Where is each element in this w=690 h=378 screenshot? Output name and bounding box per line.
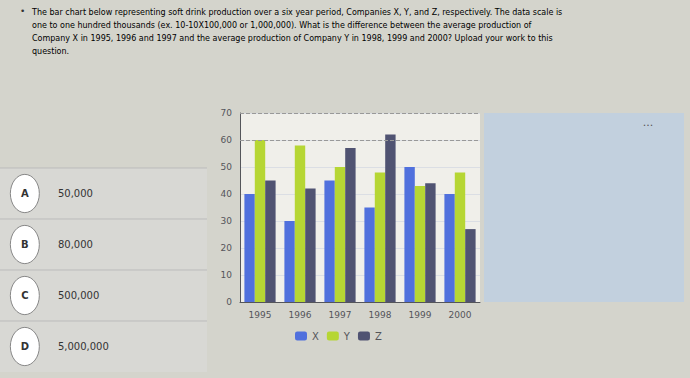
svg-text:20: 20 xyxy=(221,243,233,253)
svg-text:one to one hundred thousands (: one to one hundred thousands (ex. 10-10X… xyxy=(32,21,532,30)
svg-text:2000: 2000 xyxy=(449,310,472,320)
svg-text:Y: Y xyxy=(343,331,351,342)
svg-text:500,000: 500,000 xyxy=(58,290,99,301)
svg-text:D: D xyxy=(21,341,29,352)
svg-text:B: B xyxy=(21,239,29,250)
svg-text:80,000: 80,000 xyxy=(58,239,93,250)
svg-text:1999: 1999 xyxy=(409,310,432,320)
svg-text:The bar chart below representi: The bar chart below representing soft dr… xyxy=(31,8,562,17)
svg-text:Z: Z xyxy=(375,331,382,342)
svg-text:70: 70 xyxy=(221,108,233,118)
svg-text:A: A xyxy=(21,188,29,199)
svg-text:1996: 1996 xyxy=(289,310,312,320)
svg-text:50: 50 xyxy=(221,162,233,172)
svg-text:30: 30 xyxy=(221,216,233,226)
svg-text:5,000,000: 5,000,000 xyxy=(58,341,109,352)
svg-text:...: ... xyxy=(643,116,654,129)
svg-text:50,000: 50,000 xyxy=(58,188,93,199)
svg-text:1997: 1997 xyxy=(329,310,352,320)
svg-text:question.: question. xyxy=(32,47,69,56)
svg-text:Company X in 1995, 1996 and 19: Company X in 1995, 1996 and 1997 and the… xyxy=(32,34,553,43)
svg-text:1998: 1998 xyxy=(369,310,392,320)
svg-text:X: X xyxy=(312,331,319,342)
svg-text:10: 10 xyxy=(221,270,233,280)
svg-text:0: 0 xyxy=(226,297,232,307)
svg-text:1995: 1995 xyxy=(249,310,272,320)
svg-text:40: 40 xyxy=(221,189,233,199)
svg-text:60: 60 xyxy=(221,135,233,145)
svg-text:C: C xyxy=(21,290,28,301)
svg-text:•: • xyxy=(20,6,25,16)
